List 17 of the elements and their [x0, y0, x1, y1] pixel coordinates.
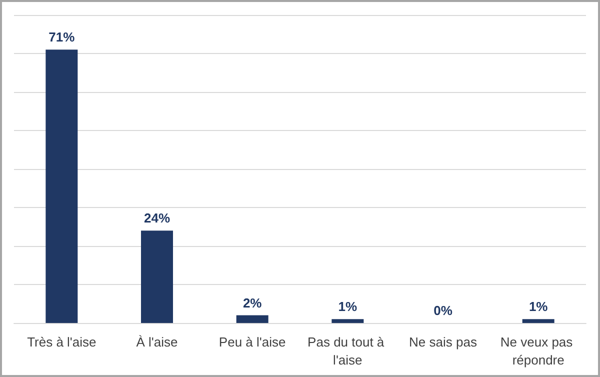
x-tick-label: Ne veux pas répondre	[500, 334, 576, 368]
x-tick-label: À l'aise	[136, 334, 178, 350]
data-label: 1%	[528, 299, 548, 314]
x-tick-label: Très à l'aise	[27, 334, 96, 350]
x-tick-label: Pas du tout à l'aise	[308, 334, 388, 368]
data-label: 2%	[242, 295, 262, 310]
data-label: 0%	[434, 303, 453, 318]
data-label: 24%	[144, 210, 170, 226]
bar	[46, 50, 78, 323]
bar	[141, 230, 173, 323]
bar	[236, 315, 268, 323]
bar	[332, 319, 364, 323]
data-label: 1%	[338, 299, 358, 314]
x-tick-label: Ne sais pas	[409, 334, 478, 350]
data-label: 71%	[48, 30, 76, 45]
x-tick-label: Peu à l'aise	[218, 334, 286, 350]
bar	[522, 319, 554, 323]
